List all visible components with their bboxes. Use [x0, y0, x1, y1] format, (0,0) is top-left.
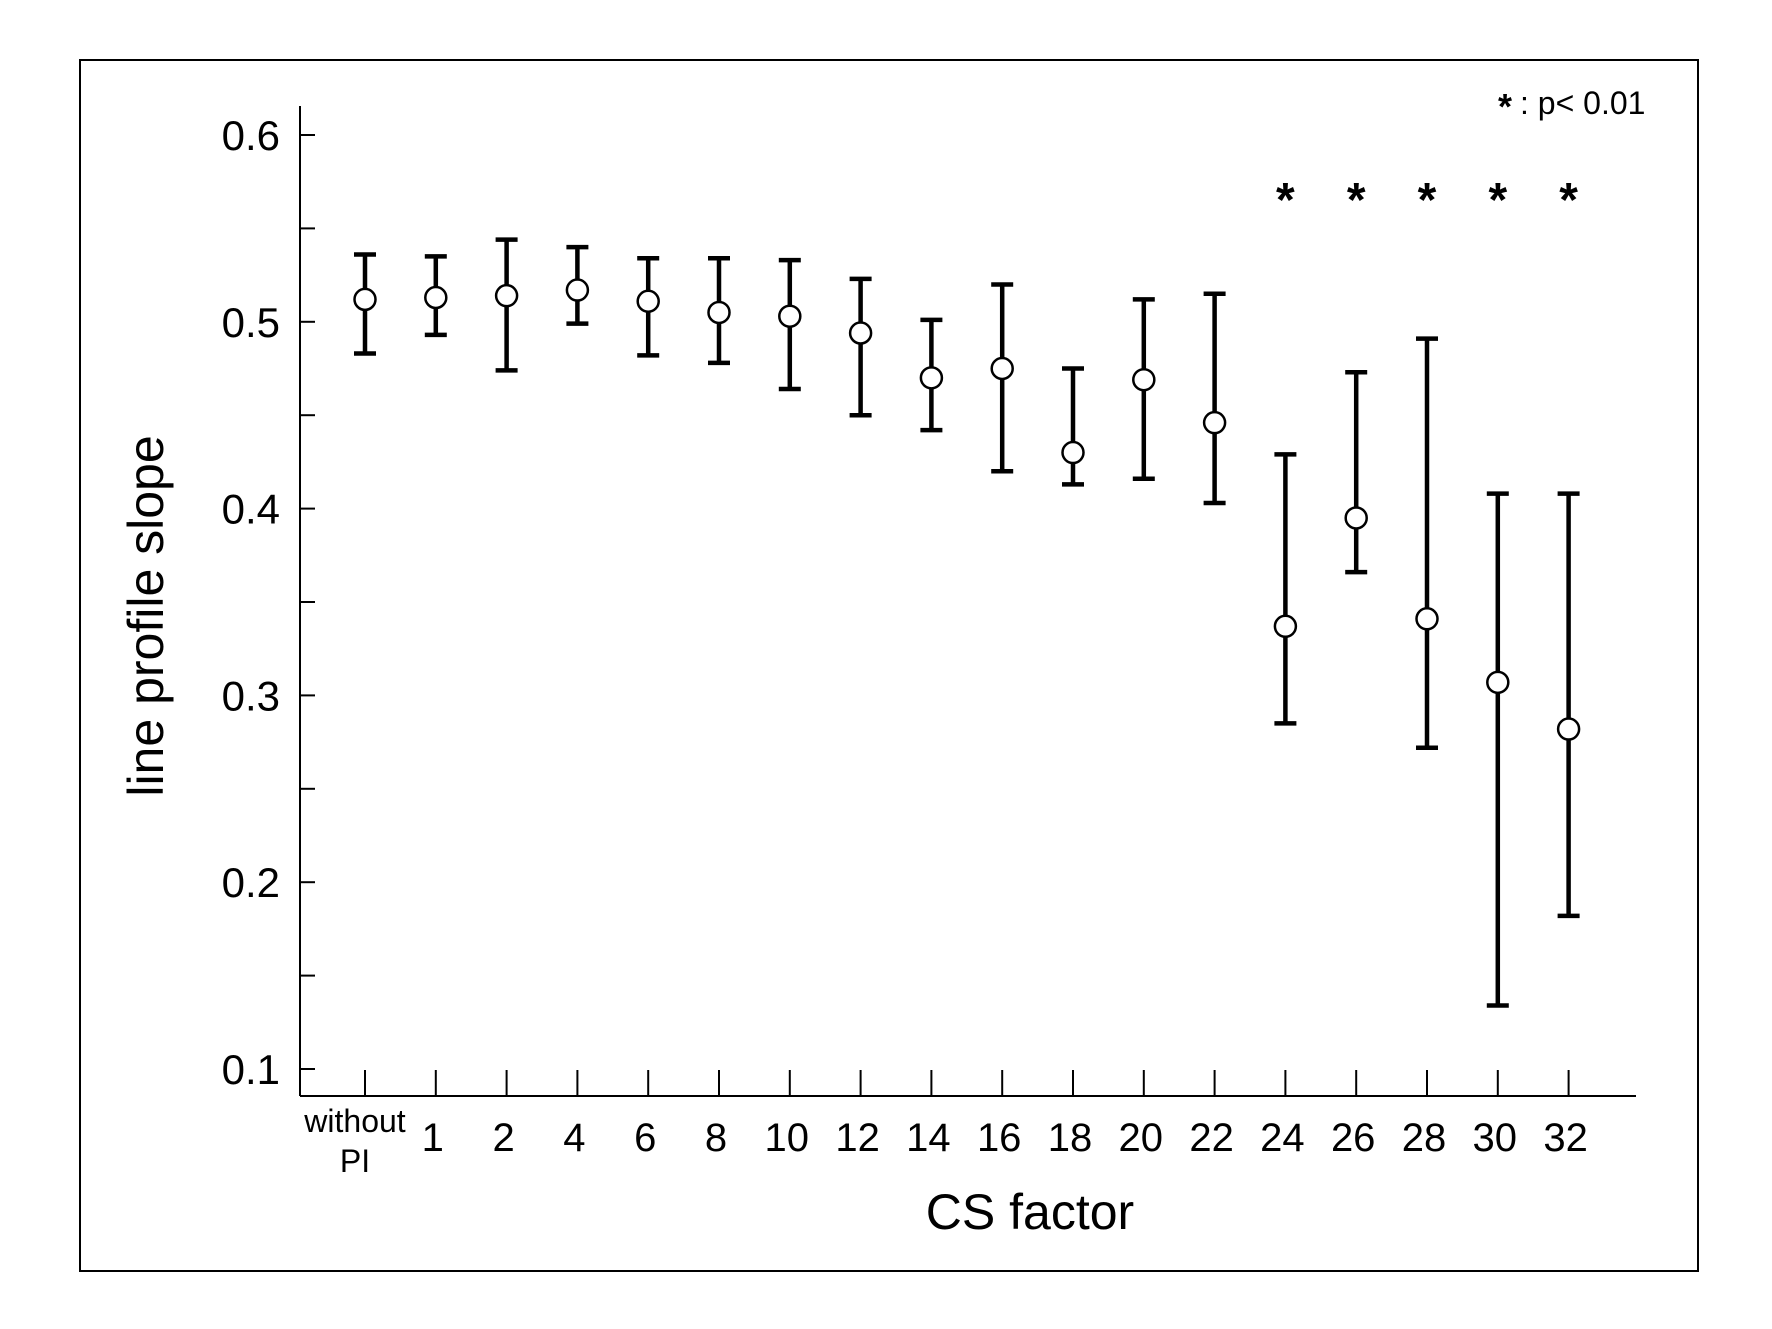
x-tick-label: 1 [422, 1116, 444, 1160]
y-tick-label: 0.4 [222, 486, 280, 533]
x-tick-label: 8 [705, 1116, 727, 1160]
annotation-text: : p< 0.01 [1520, 85, 1645, 121]
x-tick-label: 32 [1543, 1116, 1588, 1160]
x-tick-label: 26 [1331, 1116, 1376, 1160]
data-point [1415, 607, 1439, 631]
x-tick-label: 20 [1119, 1116, 1164, 1160]
data-point [494, 283, 519, 308]
data-point [990, 356, 1014, 381]
data-point [1132, 367, 1156, 392]
data-point [1486, 670, 1510, 695]
y-tick-label: 0.6 [222, 112, 280, 159]
data-point [1273, 614, 1298, 639]
data-point [848, 321, 873, 345]
axes [299, 106, 1636, 1097]
data-point [1061, 440, 1085, 465]
x-tick-label: 12 [835, 1116, 880, 1160]
y-tick-label: 0.1 [222, 1046, 280, 1093]
x-tick-label: 24 [1260, 1116, 1305, 1160]
x-tick-label: 4 [563, 1116, 585, 1160]
y-axis-title: line profile slope [118, 435, 174, 796]
data-point [353, 287, 377, 312]
data-point [919, 366, 944, 390]
data-point [565, 278, 590, 302]
x-tick-label: 16 [977, 1116, 1022, 1160]
x-tick-label: without [303, 1103, 406, 1139]
x-tick-label: 30 [1473, 1116, 1518, 1160]
significance-mark: * [1276, 174, 1295, 227]
x-axis-title: CS factor [926, 1184, 1134, 1240]
y-tick-label: 0.2 [222, 859, 280, 906]
data-point [707, 300, 731, 325]
data-point [424, 285, 448, 310]
data-point [1344, 506, 1368, 530]
significance-mark: * [1347, 174, 1366, 227]
data-point [1556, 717, 1581, 741]
y-tick-label: 0.5 [222, 299, 280, 346]
data-point [1202, 410, 1227, 435]
x-tick-label: 14 [906, 1116, 951, 1160]
x-tick-label: 10 [765, 1116, 810, 1160]
x-tick-label: PI [340, 1143, 370, 1179]
y-tick-label: 0.3 [222, 672, 280, 719]
annotation-symbol: * [1498, 86, 1512, 127]
significance-mark: * [1418, 174, 1437, 227]
x-tick-label: 22 [1189, 1116, 1234, 1160]
x-tick-label: 2 [492, 1116, 514, 1160]
x-tick-label: 18 [1048, 1116, 1093, 1160]
x-tick-label: 28 [1402, 1116, 1447, 1160]
data-point [778, 304, 802, 328]
significance-mark: * [1559, 174, 1578, 227]
chart-marks [353, 237, 1581, 1008]
data-point [636, 289, 660, 314]
x-tick-label: 6 [634, 1116, 656, 1160]
significance-mark: * [1488, 174, 1507, 227]
